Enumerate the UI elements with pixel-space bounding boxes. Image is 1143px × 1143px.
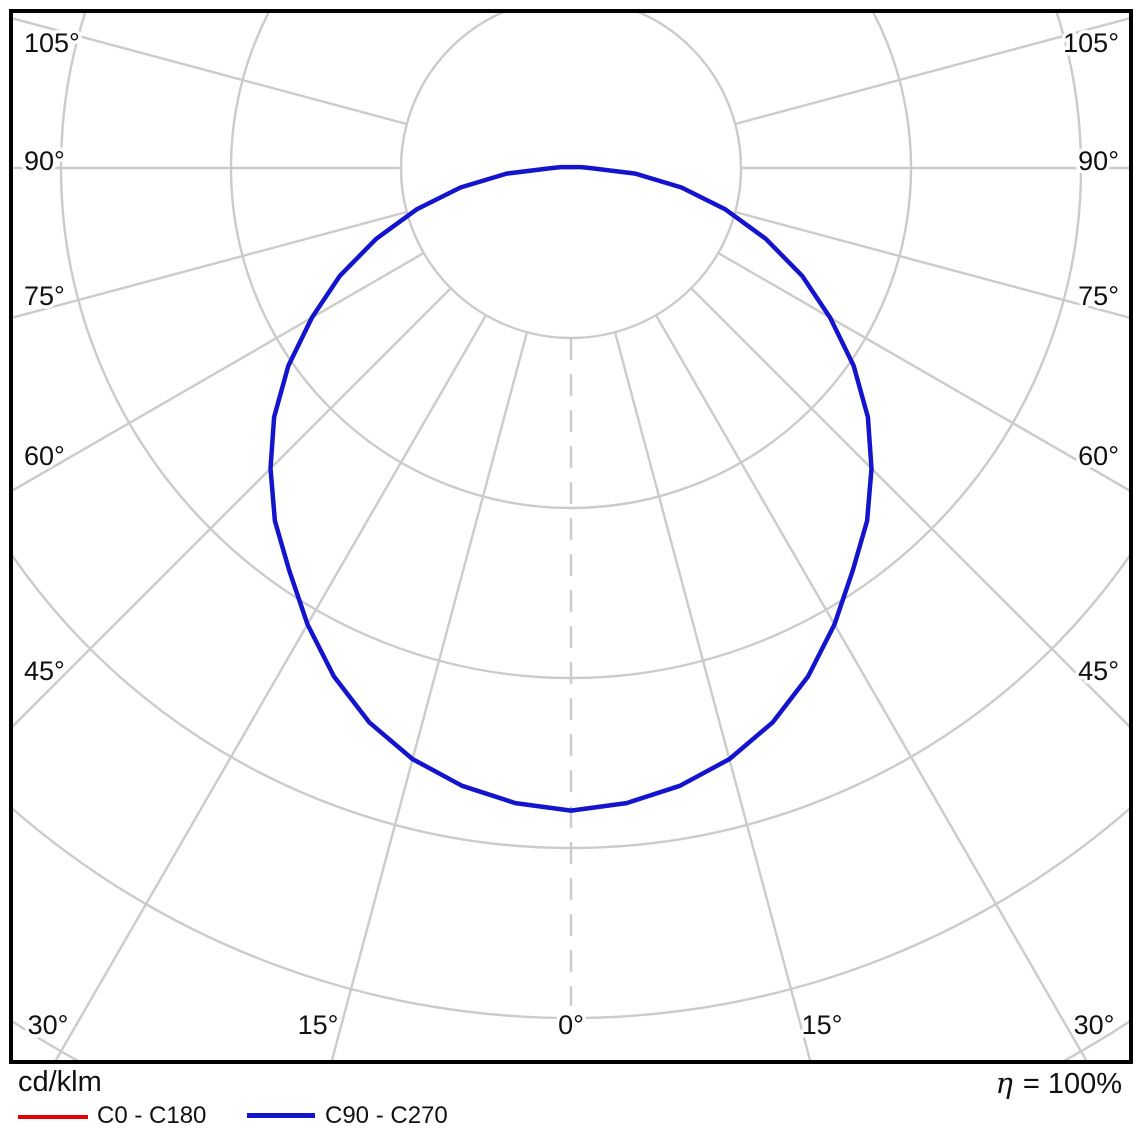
radial-grid-line	[734, 17, 1129, 126]
angle-tick-label: 75°	[1078, 281, 1119, 311]
eta-value: = 100%	[1022, 1068, 1122, 1100]
angle-tick-label: 30°	[28, 1010, 69, 1040]
radial-grid-line	[54, 314, 488, 1060]
radial-grid-line	[13, 287, 452, 728]
angle-tick-label: 15°	[298, 1010, 339, 1040]
angle-tick-label: 105°	[1063, 28, 1119, 58]
radial-grid-line	[13, 251, 425, 492]
unit-label: cd/klm	[18, 1066, 102, 1098]
legend-line-c90-icon	[247, 1113, 315, 1118]
radial-grid-line	[690, 287, 1129, 728]
curve-c90-c270	[268, 164, 874, 813]
plot-border	[9, 9, 1133, 1064]
radial-grid-line	[13, 210, 408, 319]
radial-grid-line	[734, 210, 1129, 319]
angle-tick-label: 45°	[1078, 656, 1119, 686]
angle-tick-label: 0°	[558, 1010, 584, 1040]
grid-ring	[13, 807, 1129, 1019]
radial-grid-line	[717, 251, 1129, 492]
angle-tick-label: 60°	[24, 441, 65, 471]
angle-tick-label: 30°	[1074, 1010, 1115, 1040]
angle-tick-labels: 105° 90° 75° 60° 45° 105° 90° 75° 60° 45° 30° 15° 0°…	[21, 25, 1123, 1044]
radial-grid-line	[330, 331, 529, 1060]
legend-label-c90: C90 - C270	[325, 1102, 448, 1129]
intensity-curves	[268, 164, 874, 813]
angle-tick-label: 75°	[24, 281, 65, 311]
angle-tick-label: 60°	[1078, 441, 1119, 471]
angle-tick-label: 15°	[802, 1010, 843, 1040]
angle-tick-label: 90°	[1078, 146, 1119, 176]
angle-tick-label: 105°	[24, 28, 80, 58]
radial-grid-line	[654, 314, 1088, 1060]
angle-tick-label: 45°	[24, 656, 65, 686]
eta-symbol: η	[995, 1066, 1013, 1100]
angle-tick-label: 90°	[24, 146, 65, 176]
efficiency-label: η = 100%	[995, 1066, 1122, 1101]
legend-label-c0: C0 - C180	[97, 1102, 207, 1129]
legend-line-c0-icon	[18, 1115, 88, 1119]
radial-grid-line	[13, 17, 408, 126]
radial-grid-line	[613, 331, 812, 1060]
